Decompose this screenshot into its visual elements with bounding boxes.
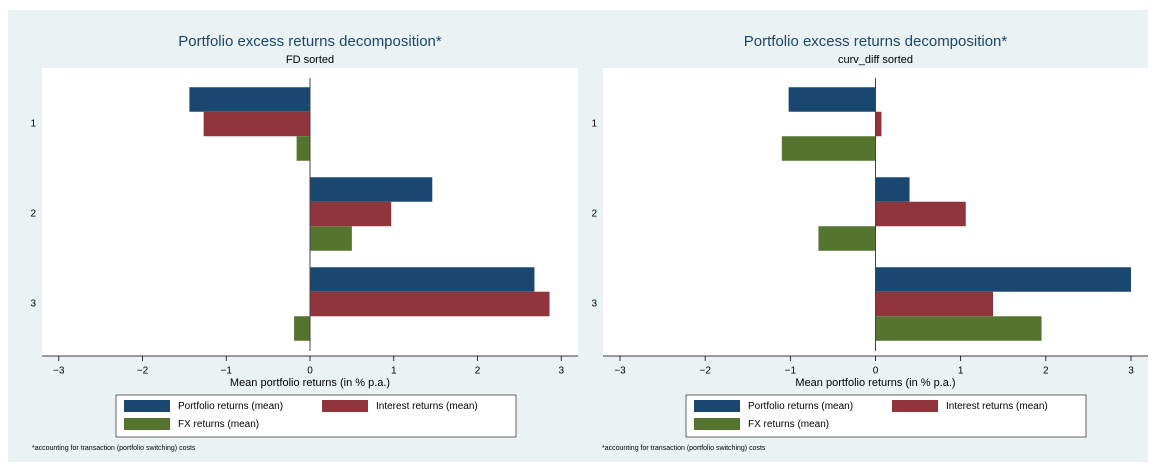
chart-title: Portfolio excess returns decomposition* [178,33,442,50]
x-tick-label: 1 [391,366,397,377]
bar [781,136,876,161]
x-axis-label: Mean portfolio returns (in % p.a.) [795,377,955,389]
note: *accounting for transaction (portfolio s… [602,445,766,452]
bar [788,87,876,112]
y-tick-label: 1 [591,119,597,130]
legend-box [115,394,517,438]
chart-subtitle: curv_diff sorted [838,54,913,66]
note: *accounting for transaction (portfolio s… [32,445,196,452]
x-tick-label: 0 [307,366,313,377]
bar [875,316,1042,341]
bar [296,136,310,161]
x-axis-label: Mean portfolio returns (in % p.a.) [230,377,390,389]
bar [875,267,1131,292]
y-tick-label: 1 [30,119,36,130]
x-tick-label: −1 [785,366,797,377]
bar [875,201,966,227]
x-tick-label: 2 [1043,366,1049,377]
bar [875,111,882,137]
bar [203,111,310,137]
y-tick-label: 2 [591,209,597,220]
legend-label: Portfolio returns (mean) [178,401,283,412]
bar [875,177,910,202]
y-tick-label: 3 [591,299,597,310]
bar [310,267,535,292]
legend-label: FX returns (mean) [748,419,829,430]
legend-box [685,394,1087,438]
x-tick-label: −3 [614,366,626,377]
y-tick-label: 2 [30,209,36,220]
bar [875,291,994,317]
y-tick-label: 3 [30,299,36,310]
x-tick-label: −2 [137,366,149,377]
legend-label: Portfolio returns (mean) [748,401,853,412]
bar [294,316,310,341]
x-tick-label: −3 [53,366,65,377]
x-tick-label: 2 [475,366,481,377]
legend-swatch [694,418,740,430]
legend-label: Interest returns (mean) [376,401,478,412]
x-tick-label: 3 [558,366,564,377]
legend-swatch [124,418,170,430]
bar [310,177,433,202]
x-tick-label: 3 [1128,366,1134,377]
legend-swatch [124,400,170,412]
x-tick-label: 0 [873,366,879,377]
bar [189,87,310,112]
bar [818,226,876,251]
x-tick-label: −1 [221,366,233,377]
x-tick-label: 1 [958,366,964,377]
legend-swatch [694,400,740,412]
chart-title: Portfolio excess returns decomposition* [744,33,1008,50]
chart-subtitle: FD sorted [286,54,334,66]
legend-label: Interest returns (mean) [946,401,1048,412]
legend-label: FX returns (mean) [178,419,259,430]
bar [310,201,392,227]
x-tick-label: −2 [699,366,711,377]
bar [310,226,352,251]
legend-swatch [892,400,938,412]
bar [310,291,550,317]
legend-swatch [322,400,368,412]
